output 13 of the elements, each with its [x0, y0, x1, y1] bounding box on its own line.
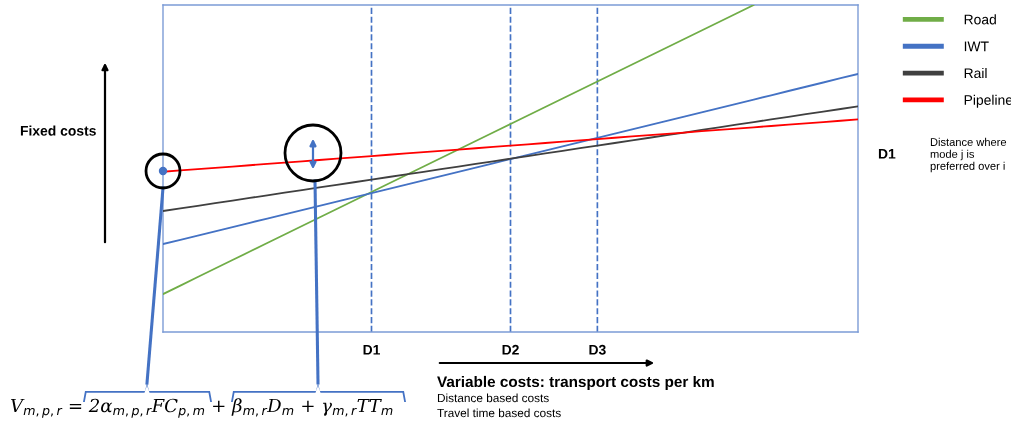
legend-label: Road: [964, 14, 996, 25]
text: Travel time based costs: [437, 408, 561, 418]
legend-label: IWT: [964, 41, 989, 52]
text: Distance where mode j is preferred over i: [930, 137, 1007, 173]
legend-label: Rail: [964, 67, 987, 79]
text: V$_{m,p,r}$ = 2α$_{m,p,r}$FC$_{p,m}$ + β$_{m,r}$D$_{m}$ + γ$_{m,r}$TT$_{m}$: [10, 398, 393, 418]
y-axis-title: Fixed costs: [20, 125, 96, 136]
x-tick-label: D2: [502, 344, 519, 355]
x-tick-label: D3: [589, 344, 606, 355]
text: Distance based costs: [437, 393, 549, 403]
x-tick-label: D1: [363, 345, 380, 355]
text: D1: [878, 149, 896, 159]
x-axis-title: Variable costs: transport costs per km: [437, 375, 714, 391]
